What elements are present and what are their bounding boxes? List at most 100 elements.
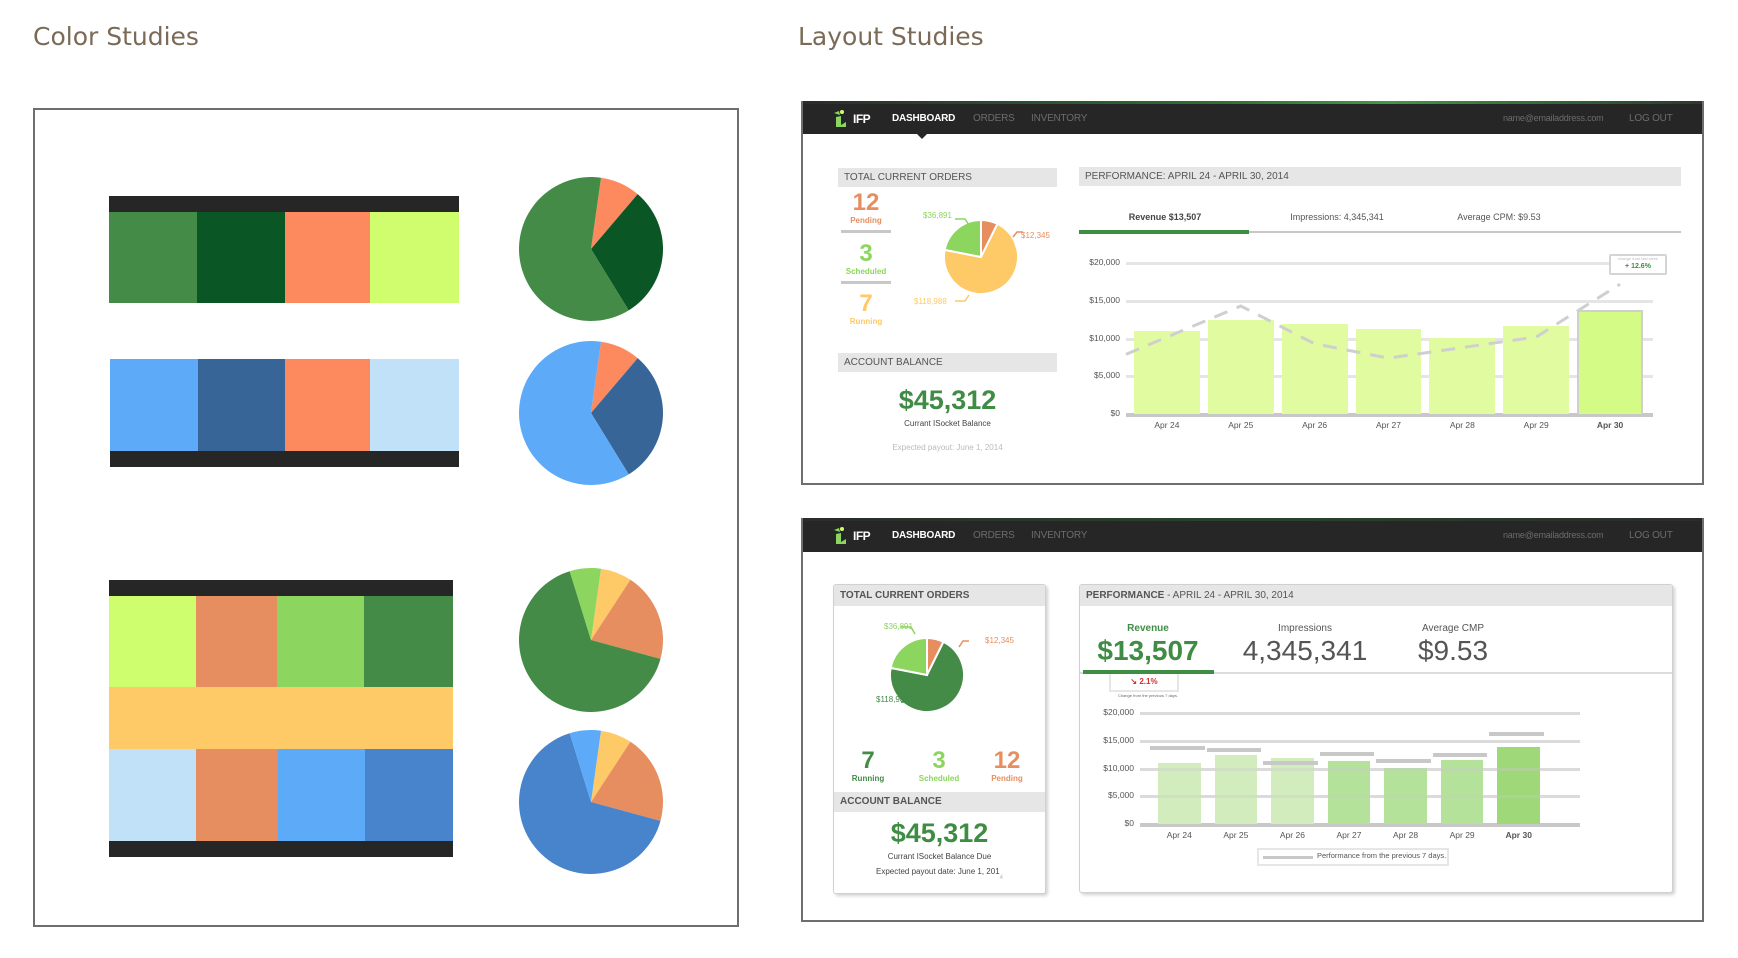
change-value: 2.1% (1139, 677, 1158, 686)
nav-orders[interactable]: ORDERS (973, 530, 1015, 541)
pending-label: Pending (991, 774, 1023, 783)
ifp-logo[interactable]: IFP (831, 526, 875, 546)
gridline-overlay (1140, 739, 1580, 743)
x-tick-label: Apr 27 (1336, 830, 1362, 840)
user-email[interactable]: name@emailaddress.com (1503, 113, 1604, 123)
top-nav: IFP DASHBOARD ORDERS INVENTORY name@emai… (803, 518, 1702, 552)
pie-leader-line (955, 294, 970, 302)
pie-slice (943, 218, 982, 259)
previous-period-marker (1150, 745, 1205, 750)
bar (1355, 328, 1422, 414)
active-metric-indicator (1083, 670, 1214, 674)
pie-label-scheduled: $36,891 (923, 211, 952, 220)
pending-count: 12 (852, 189, 880, 216)
color-swatch (365, 749, 453, 841)
pie-label-pending: $12,345 (985, 636, 1014, 645)
nav-inventory[interactable]: INVENTORY (1031, 113, 1088, 124)
payout-date-tail: 4 (999, 875, 1003, 881)
color-swatch (109, 596, 196, 687)
tab-average-cpm[interactable]: Average CPM: $9.53 (1457, 212, 1541, 222)
orders-card: TOTAL CURRENT ORDERS $36,891 $12,345 $11… (833, 584, 1046, 894)
pie-slice (889, 640, 965, 713)
y-tick-label: $5,000 (1108, 790, 1134, 801)
x-tick-label: Apr 30 (1596, 420, 1624, 430)
gridline-overlay (1140, 712, 1580, 715)
balance-header: ACCOUNT BALANCE (838, 353, 1057, 372)
tab-impressions[interactable]: Impressions: 4,345,341 (1290, 212, 1384, 222)
pie-leader-line (901, 626, 916, 635)
previous-trend-line (1125, 282, 1621, 360)
logout-link[interactable]: LOG OUT (1629, 530, 1673, 541)
pie-slice (591, 341, 638, 413)
y-tick-label: $15,000 (1103, 734, 1134, 745)
orders-pie-chart (943, 218, 1023, 302)
x-tick-label: Apr 28 (1449, 420, 1475, 430)
color-swatch (197, 212, 285, 303)
x-tick-label: Apr 25 (1228, 420, 1254, 430)
logo-icon (834, 527, 846, 544)
dashboard-layout-1: IFP DASHBOARD ORDERS INVENTORY name@emai… (801, 101, 1704, 485)
nav-dashboard[interactable]: DASHBOARD (892, 113, 956, 124)
gridline (1140, 712, 1580, 715)
logo-text: IFP (853, 112, 871, 126)
x-tick-label: Apr 29 (1523, 420, 1549, 430)
bar (1497, 747, 1540, 824)
gridline-overlay (1140, 767, 1580, 771)
chart-legend: Performance from the previous 7 days. (1257, 848, 1449, 866)
pie-slice (591, 579, 663, 659)
palette-2-dark-bar (110, 451, 459, 467)
y-tick-label: $5,000 (1094, 370, 1120, 381)
ifp-logo[interactable]: IFP (831, 109, 875, 129)
tab-revenue[interactable]: Revenue $13,507 (1128, 212, 1202, 222)
pie-slice (591, 730, 631, 802)
nav-orders[interactable]: ORDERS (973, 113, 1015, 124)
pie-slice (591, 568, 631, 640)
pie-slice (591, 194, 663, 311)
color-study-pies (519, 177, 664, 874)
metric-cpm-label[interactable]: Average CMP (1421, 623, 1485, 634)
bar (1577, 309, 1643, 414)
stat-divider (841, 230, 891, 233)
nav-accent-line (803, 518, 1702, 521)
pie-slice (569, 730, 602, 802)
x-tick-label: Apr 27 (1375, 420, 1402, 430)
pie-slice (591, 741, 663, 821)
color-swatch (285, 359, 370, 451)
metric-underline-track (1080, 672, 1672, 674)
nav-inventory[interactable]: INVENTORY (1031, 530, 1088, 541)
pie-label-pending: $12,345 (1021, 231, 1050, 240)
scheduled-count: 3 (932, 747, 946, 774)
stat-divider (841, 281, 891, 284)
metric-cpm-value[interactable]: $9.53 (1417, 635, 1489, 666)
performance-header-dates: - APRIL 24 - APRIL 30, 2014 (1164, 590, 1294, 601)
logo-text: IFP (853, 529, 871, 543)
scheduled-label: Scheduled (918, 774, 960, 783)
scheduled-label: Scheduled (845, 267, 887, 276)
color-swatch (370, 359, 459, 451)
balance-amount: $45,312 (898, 385, 997, 415)
color-swatch (364, 596, 453, 687)
gridline (1126, 262, 1653, 265)
metric-impressions-label[interactable]: Impressions (1278, 623, 1332, 634)
change-tooltip: change from last week + 12.6% (1609, 254, 1667, 275)
running-label: Running (849, 317, 883, 326)
user-email[interactable]: name@emailaddress.com (1503, 530, 1604, 540)
bar (1440, 759, 1484, 824)
pie-slice (519, 177, 629, 321)
nav-accent-line (803, 101, 1702, 104)
pie-leader-line (955, 218, 970, 226)
logout-link[interactable]: LOG OUT (1629, 113, 1673, 124)
color-swatch (196, 596, 277, 687)
metric-impressions-value[interactable]: 4,345,341 (1242, 635, 1368, 666)
metric-revenue-label[interactable]: Revenue (1127, 623, 1169, 634)
tab-underline-track (1079, 231, 1681, 233)
nav-dashboard[interactable]: DASHBOARD (892, 530, 956, 541)
pie-leader-line (958, 640, 969, 648)
color-swatch (285, 212, 370, 303)
revenue-chart-2: $0 $5,000 $10,000 $15,000 $20,000 Apr 24 Apr 2… (1080, 585, 1672, 892)
bar (1207, 319, 1274, 414)
metric-revenue-value[interactable]: $13,507 (1097, 635, 1199, 666)
x-tick-label: Apr 26 (1279, 830, 1305, 840)
y-tick-label: $10,000 (1103, 762, 1134, 773)
pie-slice (519, 733, 661, 874)
